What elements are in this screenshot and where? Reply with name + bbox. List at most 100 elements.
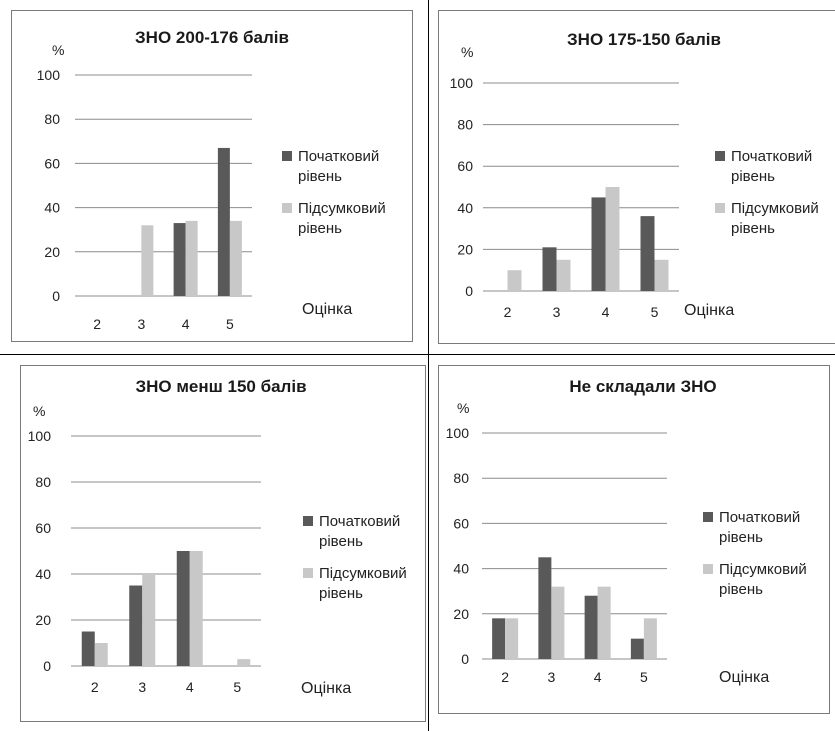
bar-initial — [82, 632, 95, 667]
y-tick-label: 20 — [35, 612, 51, 628]
x-tick-label: 2 — [504, 304, 512, 320]
legend-label: рівень — [319, 533, 363, 550]
bar-initial — [174, 223, 186, 296]
bar-initial — [641, 216, 655, 291]
x-axis-label: Оцінка — [302, 301, 352, 318]
legend-label: рівень — [731, 220, 775, 237]
y-tick-label: 0 — [52, 288, 60, 304]
bar-initial — [592, 197, 606, 291]
legend-label: Підсумковий — [719, 561, 807, 578]
y-tick-label: 80 — [457, 117, 473, 133]
chart-title: ЗНО 175-150 балів — [567, 30, 721, 49]
legend-swatch — [303, 516, 313, 526]
bar-initial — [129, 586, 142, 667]
bar-final — [598, 587, 611, 659]
y-tick-label: 100 — [37, 67, 61, 83]
bar-initial — [177, 551, 190, 666]
bar-final — [141, 225, 153, 296]
chart-panel-1: ЗНО 200-176 балів% 0 20 40 60 80 100 2 3 4 5 Оцінка… — [11, 10, 413, 342]
x-tick-label: 5 — [226, 316, 234, 332]
chart-svg-1: ЗНО 200-176 балів% 0 20 40 60 80 100 2 3 4 5 Оцінка… — [12, 11, 412, 341]
y-tick-label: 60 — [457, 158, 473, 174]
legend-label: Початковий — [319, 513, 400, 530]
legend-swatch — [282, 203, 292, 213]
y-tick-label: 40 — [35, 566, 51, 582]
chart-title: Не складали ЗНО — [569, 377, 716, 396]
bar-final — [190, 551, 203, 666]
legend-swatch — [703, 512, 713, 522]
legend-swatch — [715, 203, 725, 213]
bar-final — [655, 260, 669, 291]
bar-initial — [585, 596, 598, 659]
legend-swatch — [303, 568, 313, 578]
legend-label: Підсумковий — [319, 565, 407, 582]
y-tick-label: 60 — [35, 520, 51, 536]
legend-label: Підсумковий — [731, 200, 819, 217]
y-axis-label: % — [461, 44, 473, 60]
x-tick-label: 5 — [651, 304, 659, 320]
x-axis-label: Оцінка — [719, 669, 769, 686]
x-tick-label: 3 — [553, 304, 561, 320]
chart-svg-2: ЗНО 175-150 балів% 0 20 40 60 80 100 2 3 4 5 Оцінка… — [439, 11, 835, 343]
x-tick-label: 2 — [93, 316, 101, 332]
x-tick-label: 3 — [138, 679, 146, 695]
y-tick-label: 40 — [453, 561, 469, 577]
legend-label: рівень — [719, 529, 763, 546]
chart-title: ЗНО менш 150 балів — [135, 377, 306, 396]
y-tick-label: 20 — [457, 241, 473, 257]
x-tick-label: 4 — [594, 669, 602, 685]
y-tick-label: 20 — [44, 244, 60, 260]
legend-label: Початковий — [298, 148, 379, 165]
bar-final — [606, 187, 620, 291]
bar-final — [551, 587, 564, 659]
y-tick-label: 80 — [35, 474, 51, 490]
y-tick-label: 0 — [465, 283, 473, 299]
x-tick-label: 3 — [137, 316, 145, 332]
bar-final — [237, 659, 250, 666]
x-tick-label: 5 — [640, 669, 648, 685]
x-tick-label: 2 — [91, 679, 99, 695]
y-axis-label: % — [33, 403, 45, 419]
y-tick-label: 100 — [450, 75, 474, 91]
x-tick-label: 5 — [233, 679, 241, 695]
bar-initial — [492, 618, 505, 659]
bar-final — [230, 221, 242, 296]
bar-final — [644, 618, 657, 659]
legend-label: рівень — [319, 585, 363, 602]
chart-svg-3: ЗНО менш 150 балів% 0 20 40 60 80 100 2 3 4 5 Оцінк… — [21, 366, 425, 721]
y-tick-label: 100 — [28, 428, 52, 444]
table-divider-vertical — [428, 0, 429, 731]
legend-swatch — [703, 564, 713, 574]
legend-label: рівень — [298, 168, 342, 185]
bar-final — [505, 618, 518, 659]
bar-final — [95, 643, 108, 666]
y-axis-label: % — [52, 42, 64, 58]
chart-title: ЗНО 200-176 балів — [135, 28, 289, 47]
x-tick-label: 4 — [602, 304, 610, 320]
x-tick-label: 4 — [182, 316, 190, 332]
chart-panel-4: Не складали ЗНО% 0 20 40 60 80 100 2 3 4 5 Оцінка По… — [438, 365, 830, 714]
y-tick-label: 80 — [453, 470, 469, 486]
chart-panel-3: ЗНО менш 150 балів% 0 20 40 60 80 100 2 3 4 5 Оцінк… — [20, 365, 426, 722]
y-tick-label: 40 — [457, 200, 473, 216]
legend-swatch — [715, 151, 725, 161]
y-axis-label: % — [457, 400, 469, 416]
y-tick-label: 40 — [44, 200, 60, 216]
bar-final — [557, 260, 571, 291]
legend-label: Початковий — [719, 509, 800, 526]
table-divider-horizontal — [0, 354, 835, 355]
chart-svg-4: Не складали ЗНО% 0 20 40 60 80 100 2 3 4 5 Оцінка По… — [439, 366, 829, 713]
bar-initial — [631, 639, 644, 659]
bar-initial — [543, 247, 557, 291]
legend-label: рівень — [298, 220, 342, 237]
y-tick-label: 20 — [453, 606, 469, 622]
legend-swatch — [282, 151, 292, 161]
y-tick-label: 60 — [44, 155, 60, 171]
bar-final — [142, 574, 155, 666]
legend-label: рівень — [719, 581, 763, 598]
x-tick-label: 4 — [186, 679, 194, 695]
legend-label: рівень — [731, 168, 775, 185]
bar-final — [508, 270, 522, 291]
y-tick-label: 0 — [461, 651, 469, 667]
chart-panel-2: ЗНО 175-150 балів% 0 20 40 60 80 100 2 3 4 5 Оцінка… — [438, 10, 835, 344]
